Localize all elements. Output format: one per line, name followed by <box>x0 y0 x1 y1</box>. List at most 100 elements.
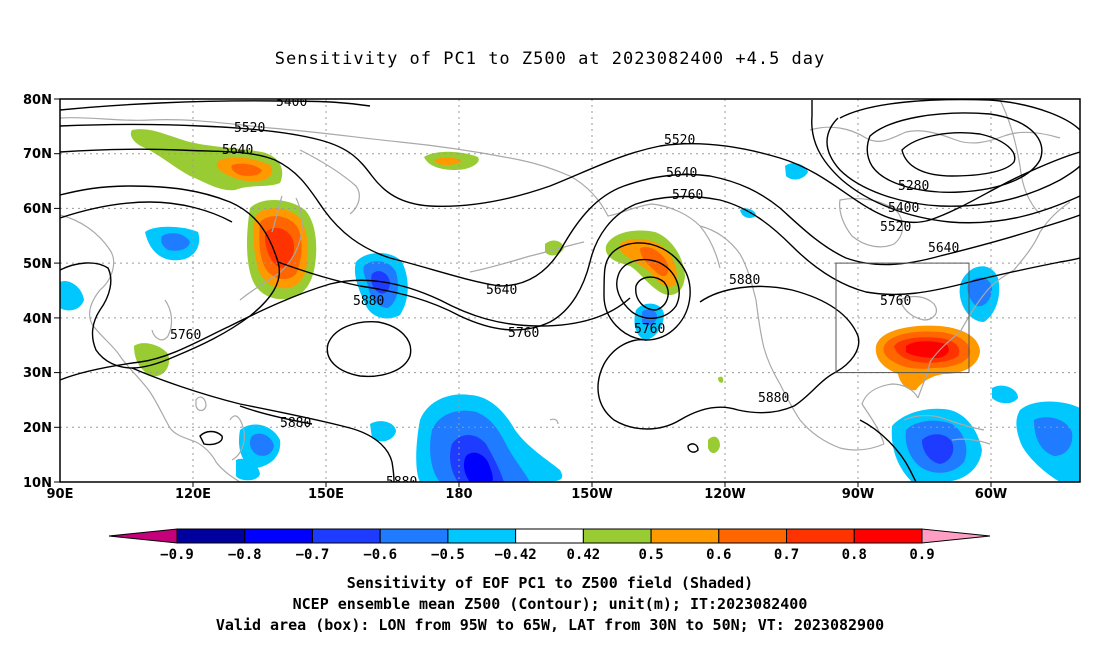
colorbar-label: −0.9 <box>160 547 194 563</box>
contour-5880-south <box>131 367 395 482</box>
contour-5880-west-loop <box>326 321 412 378</box>
contour-5760-west-lobe <box>60 262 133 369</box>
contour-label-5760-mid: 5760 <box>672 188 703 203</box>
contour-5880-east <box>597 285 860 430</box>
colorbar-label: 0.8 <box>842 547 867 563</box>
colorbar-label: 0.42 <box>567 547 601 563</box>
contour-low-ring3 <box>826 99 1080 207</box>
shade-patch-canada <box>740 208 756 218</box>
lon-label-120e: 120E <box>175 487 211 502</box>
colorbar-label: −0.7 <box>296 547 330 563</box>
coast-uswest <box>755 299 801 421</box>
shade-patch-japan-red <box>264 227 294 268</box>
shade-patch-midpac <box>370 421 396 442</box>
contour-label-5880-n: 5880 <box>729 273 760 288</box>
shade-patch-okhotsk-core <box>231 163 262 176</box>
contour-5520-west <box>60 123 1080 224</box>
lat-label-30n: 30N <box>23 366 52 381</box>
map-frame <box>59 98 1081 483</box>
contour-5880 <box>60 279 631 381</box>
contour-label-5520-right: 5520 <box>880 220 911 235</box>
shade-patch-cpac-core <box>463 452 493 482</box>
contour-label-5760-low: 5760 <box>634 322 665 337</box>
shade-patch-philippines-core <box>249 433 274 456</box>
coast-asia <box>60 214 241 482</box>
coast-gulf <box>861 383 919 445</box>
lon-label-120w: 120W <box>704 487 745 502</box>
lat-ticks <box>54 98 60 483</box>
contour-layer <box>60 99 1080 482</box>
colorbar-label: 0.9 <box>909 547 934 563</box>
contour-label-5880-bottom: 5880 <box>386 475 417 490</box>
colorbar-swatch <box>650 528 720 544</box>
contour-5280-low <box>901 132 1016 177</box>
contour-5880-tiny <box>199 430 223 446</box>
lon-label-90e: 90E <box>47 487 74 502</box>
coast-arctic-islands <box>809 126 1061 144</box>
contour-label-5880-sw: 5880 <box>280 416 311 431</box>
contour-5760-upper <box>60 201 233 223</box>
shade-patch-watl-small <box>992 385 1018 404</box>
lon-label-180: 180 <box>445 487 472 502</box>
coast-useast <box>959 269 1015 333</box>
contour-label-5880-s: 5880 <box>758 391 789 406</box>
contour-label-5280: 5280 <box>898 179 929 194</box>
coast-hudson <box>839 197 904 248</box>
colorbar: −0.9 −0.8 −0.7 −0.6 −0.5 −0.42 0.42 0.5 0.6 0.7 0.… <box>108 528 991 563</box>
caption-line-3: Valid area (box): LON from 95W to 65W, L… <box>215 616 885 634</box>
colorbar-high-arrow <box>921 528 991 544</box>
coast-alaska <box>569 175 721 269</box>
shade-patch-kamchatka <box>130 129 283 191</box>
shade-patch-mexico <box>708 436 720 454</box>
coast-philippines <box>229 415 245 461</box>
shade-patch-necoast-core <box>967 277 992 307</box>
contour-cutoff-mid <box>616 258 680 319</box>
shade-patch-caribbean-deep <box>922 434 954 464</box>
lat-label-60n: 60N <box>23 202 52 217</box>
shade-patch-seus-red <box>906 341 949 358</box>
contour-label-5400-right: 5400 <box>888 201 919 216</box>
coast-kamchatka <box>299 149 360 215</box>
lat-label-20n: 20N <box>23 421 52 436</box>
lat-label-50n: 50N <box>23 257 52 272</box>
coast-japan <box>239 197 303 301</box>
contour-label-5520-left: 5520 <box>234 121 265 136</box>
coast-canada-east <box>1013 201 1071 271</box>
contour-label-5400-top: 5400 <box>276 95 307 110</box>
colorbar-label: −0.6 <box>363 547 397 563</box>
lon-label-60w: 60W <box>975 487 1007 502</box>
shade-patch-scs <box>236 458 260 481</box>
coast-hawaii <box>549 418 559 425</box>
coast-siberia-north <box>60 117 571 177</box>
lon-label-150e: 150E <box>308 487 344 502</box>
coast-antilles <box>951 438 991 445</box>
colorbar-swatch <box>311 528 381 544</box>
coast-korea <box>151 299 173 341</box>
contour-label-5640-pacific: 5640 <box>486 283 517 298</box>
colorbar-label: −0.42 <box>495 547 537 563</box>
colorbar-label: −0.5 <box>431 547 465 563</box>
contour-label-5760-right: 5760 <box>880 294 911 309</box>
shade-patch-yellowsea-core <box>161 233 190 251</box>
contour-low-ring2 <box>866 112 1043 193</box>
contour-label-5640-right: 5640 <box>928 241 959 256</box>
contour-label-5760-pacific: 5760 <box>508 326 539 341</box>
map-plot-area: 5400 5520 5640 5520 5640 5760 5280 5400 … <box>60 95 1080 490</box>
lon-label-90w: 90W <box>842 487 874 502</box>
colorbar-swatch <box>447 528 517 544</box>
valid-area-box <box>835 262 970 374</box>
lon-ticks <box>192 482 992 487</box>
lat-label-40n: 40N <box>23 312 52 327</box>
lat-label-10n: 10N <box>23 476 52 491</box>
coast-great-lakes <box>899 295 937 321</box>
colorbar-swatch <box>582 528 652 544</box>
coast-sakhalin <box>271 195 283 233</box>
shade-patch-bering-orange <box>434 157 462 165</box>
colorbar-label: 0.6 <box>706 547 731 563</box>
coast-taiwan <box>195 396 207 412</box>
shade-patch-westedge <box>60 280 84 311</box>
colorbar-swatch <box>853 528 923 544</box>
colorbar-swatch <box>515 528 584 544</box>
contour-5400 <box>60 100 371 111</box>
